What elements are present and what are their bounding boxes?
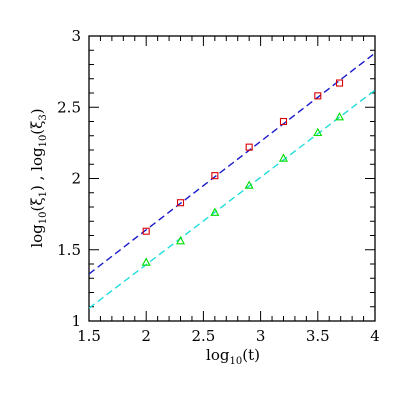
data-point-square xyxy=(211,172,219,180)
data-point-square xyxy=(245,143,253,151)
x-tick-label: 3.5 xyxy=(306,327,330,345)
data-point-triangle xyxy=(313,127,323,137)
x-tick-label: 2 xyxy=(141,327,151,345)
data-point-triangle xyxy=(210,207,220,216)
x-tick-label: 1.5 xyxy=(77,327,101,345)
data-point-square xyxy=(176,199,185,207)
plot-frame xyxy=(88,35,376,322)
x-tick-label: 3 xyxy=(256,327,266,345)
y-tick-label: 2.5 xyxy=(57,98,81,116)
y-tick-label: 3 xyxy=(71,27,81,45)
data-point-triangle xyxy=(335,112,345,121)
x-axis-label: log10(t) xyxy=(206,346,260,367)
data-point-square xyxy=(142,227,150,235)
x-tick-label: 2.5 xyxy=(191,327,215,345)
y-axis-label: log10(ξ1) , log10(ξ3) xyxy=(28,108,49,247)
data-point-square xyxy=(335,79,344,87)
y-tick-label: 1.5 xyxy=(57,241,81,259)
data-point-triangle xyxy=(244,180,254,189)
data-point-square xyxy=(314,92,322,100)
data-point-square xyxy=(279,117,288,126)
data-point-triangle xyxy=(175,236,186,245)
x-tick-label: 4 xyxy=(370,327,380,345)
y-tick-label: 1 xyxy=(71,312,81,330)
fit-line xyxy=(89,89,375,309)
fit-line xyxy=(89,52,375,275)
y-tick-label: 2 xyxy=(71,170,81,188)
data-point-triangle xyxy=(141,257,151,266)
data-point-triangle xyxy=(278,153,289,162)
